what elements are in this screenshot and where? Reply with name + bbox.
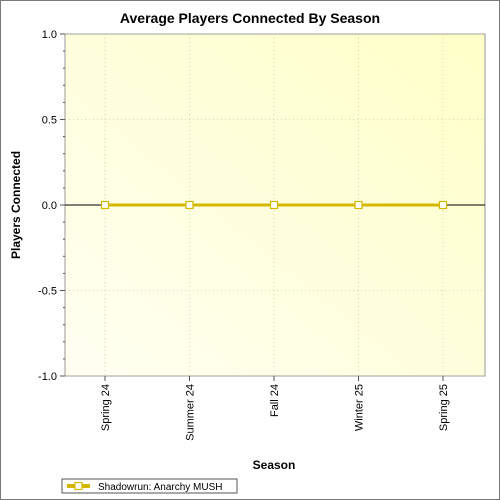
legend-label: Shadowrun: Anarchy MUSH: [98, 482, 223, 493]
y-axis-label: Players Connected: [9, 151, 23, 259]
chart-title: Average Players Connected By Season: [120, 10, 380, 26]
x-tick-label: Winter 25: [354, 384, 366, 431]
x-tick-label: Summer 24: [185, 384, 197, 441]
legend-swatch-marker: [74, 481, 83, 491]
x-axis-label: Season: [253, 458, 296, 472]
legend: Shadowrun: Anarchy MUSH: [61, 478, 238, 494]
y-tick-label: 0.0: [42, 200, 57, 212]
x-tick-labels: Spring 24 Summer 24 Fall 24 Winter 25 Spring…: [100, 384, 450, 441]
series-layer: [100, 200, 448, 210]
data-point: [269, 200, 279, 210]
x-tick-label: Spring 25: [438, 384, 450, 431]
data-point: [354, 200, 363, 210]
y-tick-label: 0.5: [42, 115, 57, 127]
y-tick-label: -1.0: [38, 371, 57, 383]
gridlines: [65, 33, 485, 377]
y-tick-labels: 1.0 0.5 0.0 -0.5 -1.0: [38, 29, 57, 383]
data-point: [185, 200, 194, 210]
data-point: [100, 200, 110, 210]
y-tick-label: 1.0: [42, 29, 57, 41]
y-tick-label: -0.5: [38, 286, 57, 298]
x-tick-label: Spring 24: [100, 384, 112, 431]
data-point: [438, 200, 448, 210]
legend-box: [61, 478, 238, 494]
x-tick-label: Fall 24: [269, 384, 281, 417]
